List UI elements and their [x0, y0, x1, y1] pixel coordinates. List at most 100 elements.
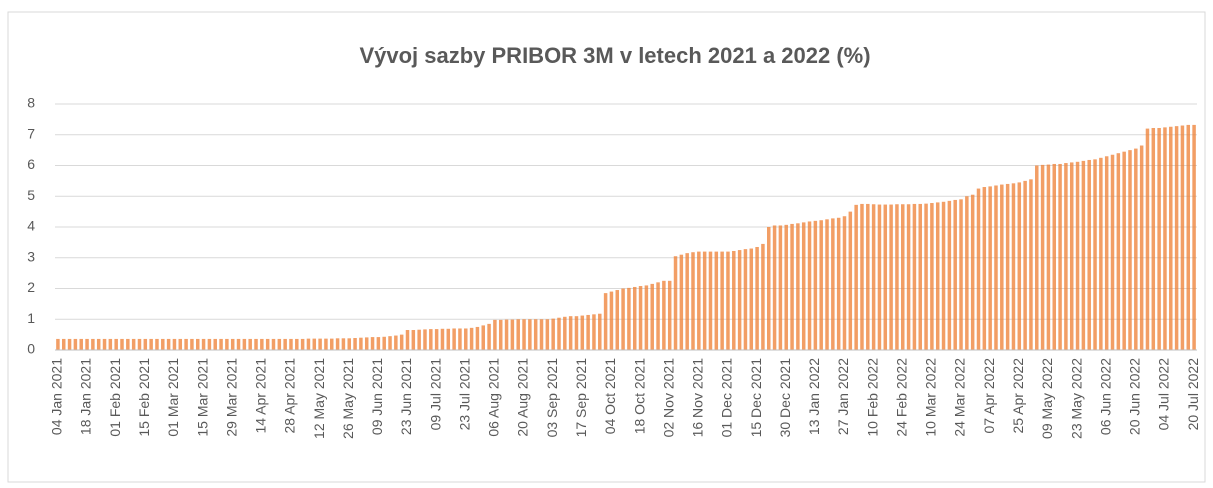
- x-tick-label: 06 Jun 2022: [1097, 358, 1113, 435]
- bar: [988, 186, 992, 350]
- bar: [1046, 164, 1051, 350]
- bar: [137, 338, 142, 350]
- bar: [201, 338, 206, 350]
- bar: [767, 227, 771, 350]
- bar: [895, 204, 899, 350]
- bar: [679, 254, 684, 350]
- bar: [697, 251, 701, 350]
- bar: [149, 338, 153, 350]
- bar: [667, 280, 672, 350]
- y-tick-label: 2: [27, 279, 35, 295]
- x-tick-label: 20 Aug 2021: [515, 358, 531, 437]
- x-tick-label: 23 Jul 2021: [456, 358, 472, 431]
- bar: [1052, 163, 1056, 350]
- y-tick-label: 8: [27, 95, 35, 111]
- bar: [726, 251, 730, 350]
- bar: [603, 293, 608, 350]
- bar: [871, 204, 876, 350]
- bar: [685, 253, 689, 350]
- bar: [790, 223, 794, 350]
- bar: [906, 204, 911, 350]
- chart-title: Vývoj sazby PRIBOR 3M v letech 2021 a 20…: [359, 43, 870, 68]
- bar: [650, 283, 654, 350]
- bar: [545, 319, 550, 350]
- x-tick-label: 01 Mar 2021: [165, 358, 181, 437]
- bar: [807, 221, 812, 350]
- bar: [469, 327, 474, 350]
- bar: [394, 335, 398, 350]
- x-tick-label: 12 May 2021: [311, 358, 327, 439]
- bar: [813, 220, 818, 350]
- bar: [568, 316, 573, 350]
- bar: [411, 330, 416, 350]
- bar: [347, 338, 351, 350]
- bar: [1029, 179, 1033, 350]
- bar: [644, 285, 649, 350]
- x-tick-label: 24 Feb 2022: [893, 358, 909, 437]
- x-tick-label: 07 Apr 2022: [981, 358, 997, 434]
- x-tick-label: 17 Sep 2021: [573, 358, 589, 438]
- bar: [405, 330, 410, 350]
- bar: [277, 338, 282, 350]
- x-tick-label: 24 Mar 2022: [952, 358, 968, 437]
- x-tick-label: 25 Apr 2022: [1010, 358, 1026, 434]
- bar: [877, 204, 882, 350]
- x-tick-label: 04 Jul 2022: [1156, 358, 1172, 431]
- bar: [737, 250, 742, 350]
- bar: [883, 204, 888, 350]
- x-tick-label: 13 Jan 2022: [806, 358, 822, 435]
- bar: [207, 338, 212, 350]
- x-tick-label: 14 Apr 2021: [253, 358, 269, 434]
- y-tick-label: 1: [27, 310, 35, 326]
- bar: [1116, 153, 1121, 350]
- bar: [632, 286, 637, 350]
- x-tick-label: 30 Dec 2021: [777, 358, 793, 438]
- bar: [860, 203, 864, 350]
- y-tick-label: 4: [27, 218, 35, 234]
- bar: [976, 188, 981, 350]
- bar: [743, 249, 748, 350]
- bar: [935, 202, 940, 350]
- bar: [848, 211, 853, 350]
- x-tick-label: 10 Feb 2022: [864, 358, 880, 437]
- y-tick-label: 7: [27, 125, 35, 141]
- bar: [283, 338, 287, 350]
- bar: [947, 200, 952, 350]
- bar: [172, 338, 177, 350]
- bar: [1104, 156, 1109, 350]
- bar: [1035, 165, 1039, 350]
- bar: [1000, 184, 1004, 350]
- bar: [96, 338, 101, 350]
- x-tick-label: 27 Jan 2022: [835, 358, 851, 435]
- bar: [761, 243, 765, 350]
- bar: [289, 338, 293, 350]
- bar: [516, 319, 520, 350]
- bar: [498, 319, 503, 350]
- bar: [638, 286, 643, 350]
- bar: [539, 319, 544, 350]
- bar: [901, 204, 905, 350]
- bar: [778, 225, 783, 350]
- bar: [126, 338, 130, 350]
- bar: [563, 316, 567, 350]
- bar: [889, 204, 893, 350]
- bar: [178, 338, 183, 350]
- x-tick-label: 04 Jan 2021: [49, 358, 65, 435]
- bar: [1151, 127, 1156, 350]
- x-tick-label: 15 Dec 2021: [748, 358, 764, 438]
- bar: [219, 338, 223, 350]
- bar: [370, 337, 375, 350]
- bar: [918, 203, 922, 350]
- bar: [190, 338, 194, 350]
- bar: [306, 338, 311, 350]
- bar: [440, 328, 445, 350]
- bar: [1186, 124, 1191, 350]
- x-tick-label: 26 May 2021: [340, 358, 356, 439]
- bar: [1087, 159, 1091, 350]
- bar: [720, 251, 724, 350]
- bar: [341, 338, 346, 350]
- bar: [528, 319, 532, 350]
- bar: [1145, 128, 1150, 350]
- bar: [481, 325, 485, 350]
- bar: [1139, 145, 1144, 350]
